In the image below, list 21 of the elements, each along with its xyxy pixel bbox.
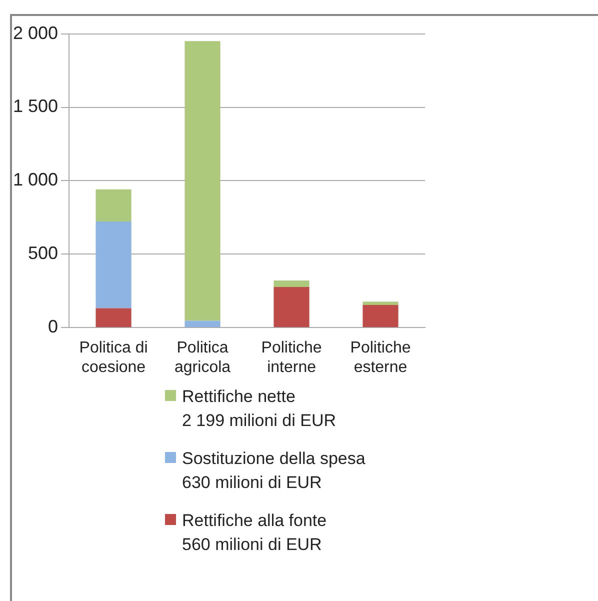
bar <box>96 308 132 328</box>
bar <box>96 222 132 308</box>
legend-label: Rettifiche alla fonte 560 milioni di EUR <box>182 510 327 556</box>
y-tick-label: 0 <box>48 316 58 337</box>
legend-label: Rettifiche nette 2 199 milioni di EUR <box>182 386 336 432</box>
bar <box>362 302 398 305</box>
legend-label: Sostituzione della spesa 630 milioni di EUR <box>182 448 366 494</box>
bar <box>184 320 220 328</box>
bar <box>184 41 220 321</box>
x-tick-label: Politica agricola <box>174 340 231 376</box>
bar <box>274 287 310 328</box>
bar <box>362 304 398 328</box>
y-tick-label: 2 000 <box>12 22 58 43</box>
x-tick-label: Politiche esterne <box>350 340 411 376</box>
x-tick-label: Politica di coesione <box>79 340 148 376</box>
y-tick-label: 1 000 <box>12 170 58 190</box>
y-tick-label: 500 <box>28 243 58 264</box>
y-tick-label: 1 500 <box>12 96 58 116</box>
x-tick-label: Politiche interne <box>261 340 322 376</box>
bar <box>274 280 310 288</box>
bar <box>96 189 132 222</box>
